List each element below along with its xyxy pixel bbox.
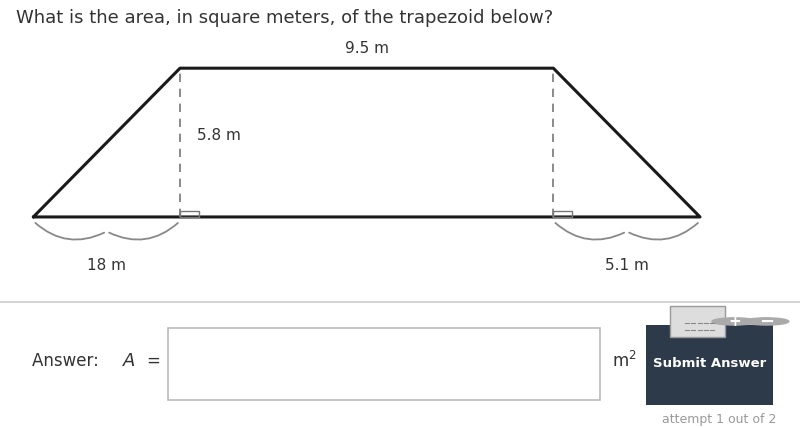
- Circle shape: [712, 318, 757, 325]
- Text: −: −: [759, 312, 774, 330]
- FancyBboxPatch shape: [670, 306, 725, 337]
- Text: Answer:: Answer:: [32, 352, 110, 370]
- Text: 18 m: 18 m: [87, 258, 126, 273]
- Text: 5.1 m: 5.1 m: [605, 258, 649, 273]
- FancyBboxPatch shape: [168, 328, 600, 400]
- Text: =: =: [146, 352, 160, 370]
- Text: +: +: [728, 314, 741, 329]
- Text: What is the area, in square meters, of the trapezoid below?: What is the area, in square meters, of t…: [16, 9, 554, 27]
- Text: $A$: $A$: [122, 352, 136, 370]
- Text: m$^2$: m$^2$: [612, 351, 637, 371]
- Text: 9.5 m: 9.5 m: [345, 41, 389, 56]
- FancyBboxPatch shape: [646, 325, 773, 405]
- Circle shape: [744, 318, 789, 325]
- Text: attempt 1 out of 2: attempt 1 out of 2: [662, 413, 776, 425]
- Text: 5.8 m: 5.8 m: [197, 128, 241, 143]
- Text: Submit Answer: Submit Answer: [653, 357, 766, 370]
